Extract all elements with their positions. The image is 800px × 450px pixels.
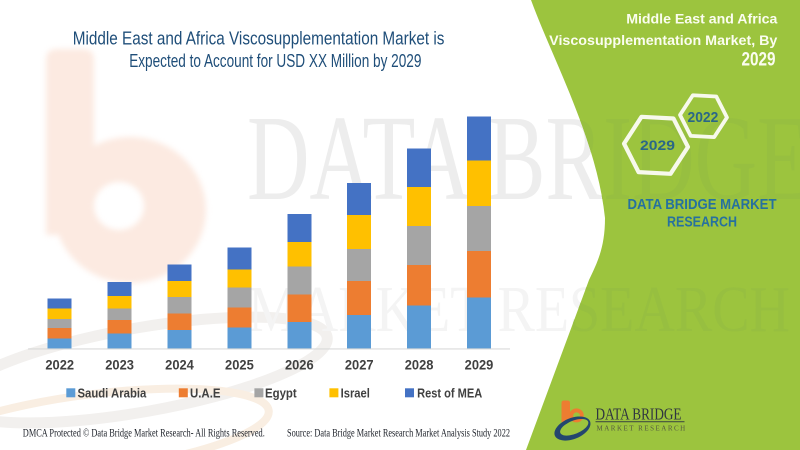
svg-text:MARKET RESEARCH: MARKET RESEARCH <box>597 424 687 432</box>
svg-text:2029: 2029 <box>465 356 494 372</box>
svg-text:Source: Data Bridge Market Res: Source: Data Bridge Market Research Mark… <box>287 426 510 439</box>
svg-text:2023: 2023 <box>105 356 134 372</box>
svg-text:Viscosupplementation Market, B: Viscosupplementation Market, By <box>549 33 777 49</box>
svg-text:Middle East and Africa Viscosu: Middle East and Africa Viscosupplementat… <box>73 29 445 49</box>
svg-text:Egypt: Egypt <box>265 385 297 400</box>
svg-text:Rest of MEA: Rest of MEA <box>417 385 482 400</box>
svg-text:Expected to Account for USD XX: Expected to Account for USD XX Million b… <box>129 51 421 71</box>
svg-text:Saudi Arabia: Saudi Arabia <box>78 385 148 400</box>
svg-text:DATA BRIDGE MARKET: DATA BRIDGE MARKET <box>628 196 778 213</box>
svg-text:Israel: Israel <box>341 385 370 400</box>
svg-text:DMCA Protected © Data Bridge M: DMCA Protected © Data Bridge Market Rese… <box>23 426 265 439</box>
svg-text:2025: 2025 <box>225 356 254 372</box>
svg-text:2028: 2028 <box>405 356 434 372</box>
svg-text:DATA BRIDGE: DATA BRIDGE <box>596 405 682 424</box>
svg-text:Middle East and Africa: Middle East and Africa <box>626 12 777 28</box>
svg-text:U.A.E: U.A.E <box>190 385 221 400</box>
svg-text:2022: 2022 <box>45 356 74 372</box>
svg-text:2029: 2029 <box>742 50 776 71</box>
svg-text:2026: 2026 <box>285 356 314 372</box>
svg-text:2027: 2027 <box>345 356 374 372</box>
svg-text:2024: 2024 <box>165 356 194 372</box>
svg-text:2029: 2029 <box>640 137 675 153</box>
svg-text:2022: 2022 <box>688 109 719 126</box>
svg-text:RESEARCH: RESEARCH <box>667 213 737 230</box>
